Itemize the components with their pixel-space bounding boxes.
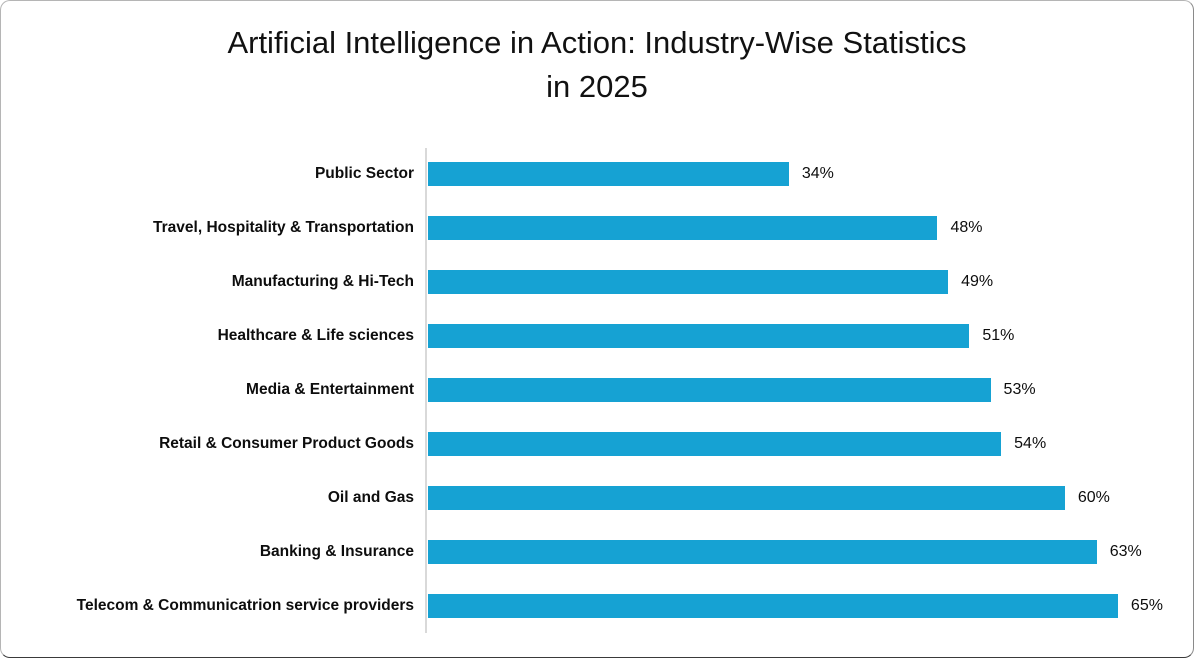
bar xyxy=(428,378,991,402)
bar xyxy=(428,162,789,186)
bar-row: Healthcare & Life sciences 51% xyxy=(1,309,1193,363)
bar-area: 51% xyxy=(428,309,1171,363)
category-label: Public Sector xyxy=(314,165,414,182)
bar-row: Public Sector 34% xyxy=(1,147,1193,201)
bar-area: 65% xyxy=(428,579,1171,633)
bar-area: 53% xyxy=(428,363,1171,417)
bar-row: Oil and Gas 60% xyxy=(1,471,1193,525)
y-axis-line xyxy=(425,148,427,633)
value-label: 60% xyxy=(1077,489,1110,506)
category-label: Media & Entertainment xyxy=(246,381,414,398)
category-label: Retail & Consumer Product Goods xyxy=(159,435,414,452)
value-label: 65% xyxy=(1130,597,1163,614)
category-label: Manufacturing & Hi-Tech xyxy=(231,273,414,290)
bar xyxy=(428,270,949,294)
category-label: Healthcare & Life sciences xyxy=(217,327,414,344)
value-label: 53% xyxy=(1003,381,1036,398)
bar-area: 60% xyxy=(428,471,1171,525)
bar xyxy=(428,324,970,348)
bar-row: Banking & Insurance 63% xyxy=(1,525,1193,579)
bar-row: Media & Entertainment 53% xyxy=(1,363,1193,417)
bar-row: Retail & Consumer Product Goods 54% xyxy=(1,417,1193,471)
bar-row: Telecom & Communicatrion service provide… xyxy=(1,579,1193,633)
value-label: 34% xyxy=(801,165,834,182)
bar-row: Manufacturing & Hi-Tech 49% xyxy=(1,255,1193,309)
bar xyxy=(428,540,1097,564)
bar-area: 34% xyxy=(428,147,1171,201)
bar xyxy=(428,594,1118,618)
bar-rows: Public Sector 34% Travel, Hospitality & Tr… xyxy=(1,147,1193,633)
value-label: 49% xyxy=(961,273,994,290)
value-label: 51% xyxy=(982,327,1015,344)
bar xyxy=(428,216,938,240)
category-label: Oil and Gas xyxy=(327,489,414,506)
chart-title-line1: Artificial Intelligence in Action: Indus… xyxy=(227,25,967,60)
category-label: Travel, Hospitality & Transportation xyxy=(153,219,414,236)
category-label: Banking & Insurance xyxy=(259,543,414,560)
bar-area: 49% xyxy=(428,255,1171,309)
chart-title: Artificial Intelligence in Action: Indus… xyxy=(1,21,1193,109)
bar-area: 48% xyxy=(428,201,1171,255)
bar xyxy=(428,486,1065,510)
bar-area: 54% xyxy=(428,417,1171,471)
value-label: 48% xyxy=(950,219,983,236)
chart-title-line2: in 2025 xyxy=(546,69,648,104)
value-label: 54% xyxy=(1014,435,1047,452)
bar-row: Travel, Hospitality & Transportation 48% xyxy=(1,201,1193,255)
value-label: 63% xyxy=(1109,543,1142,560)
bar-area: 63% xyxy=(428,525,1171,579)
bar xyxy=(428,432,1002,456)
category-label: Telecom & Communicatrion service provide… xyxy=(76,597,414,614)
